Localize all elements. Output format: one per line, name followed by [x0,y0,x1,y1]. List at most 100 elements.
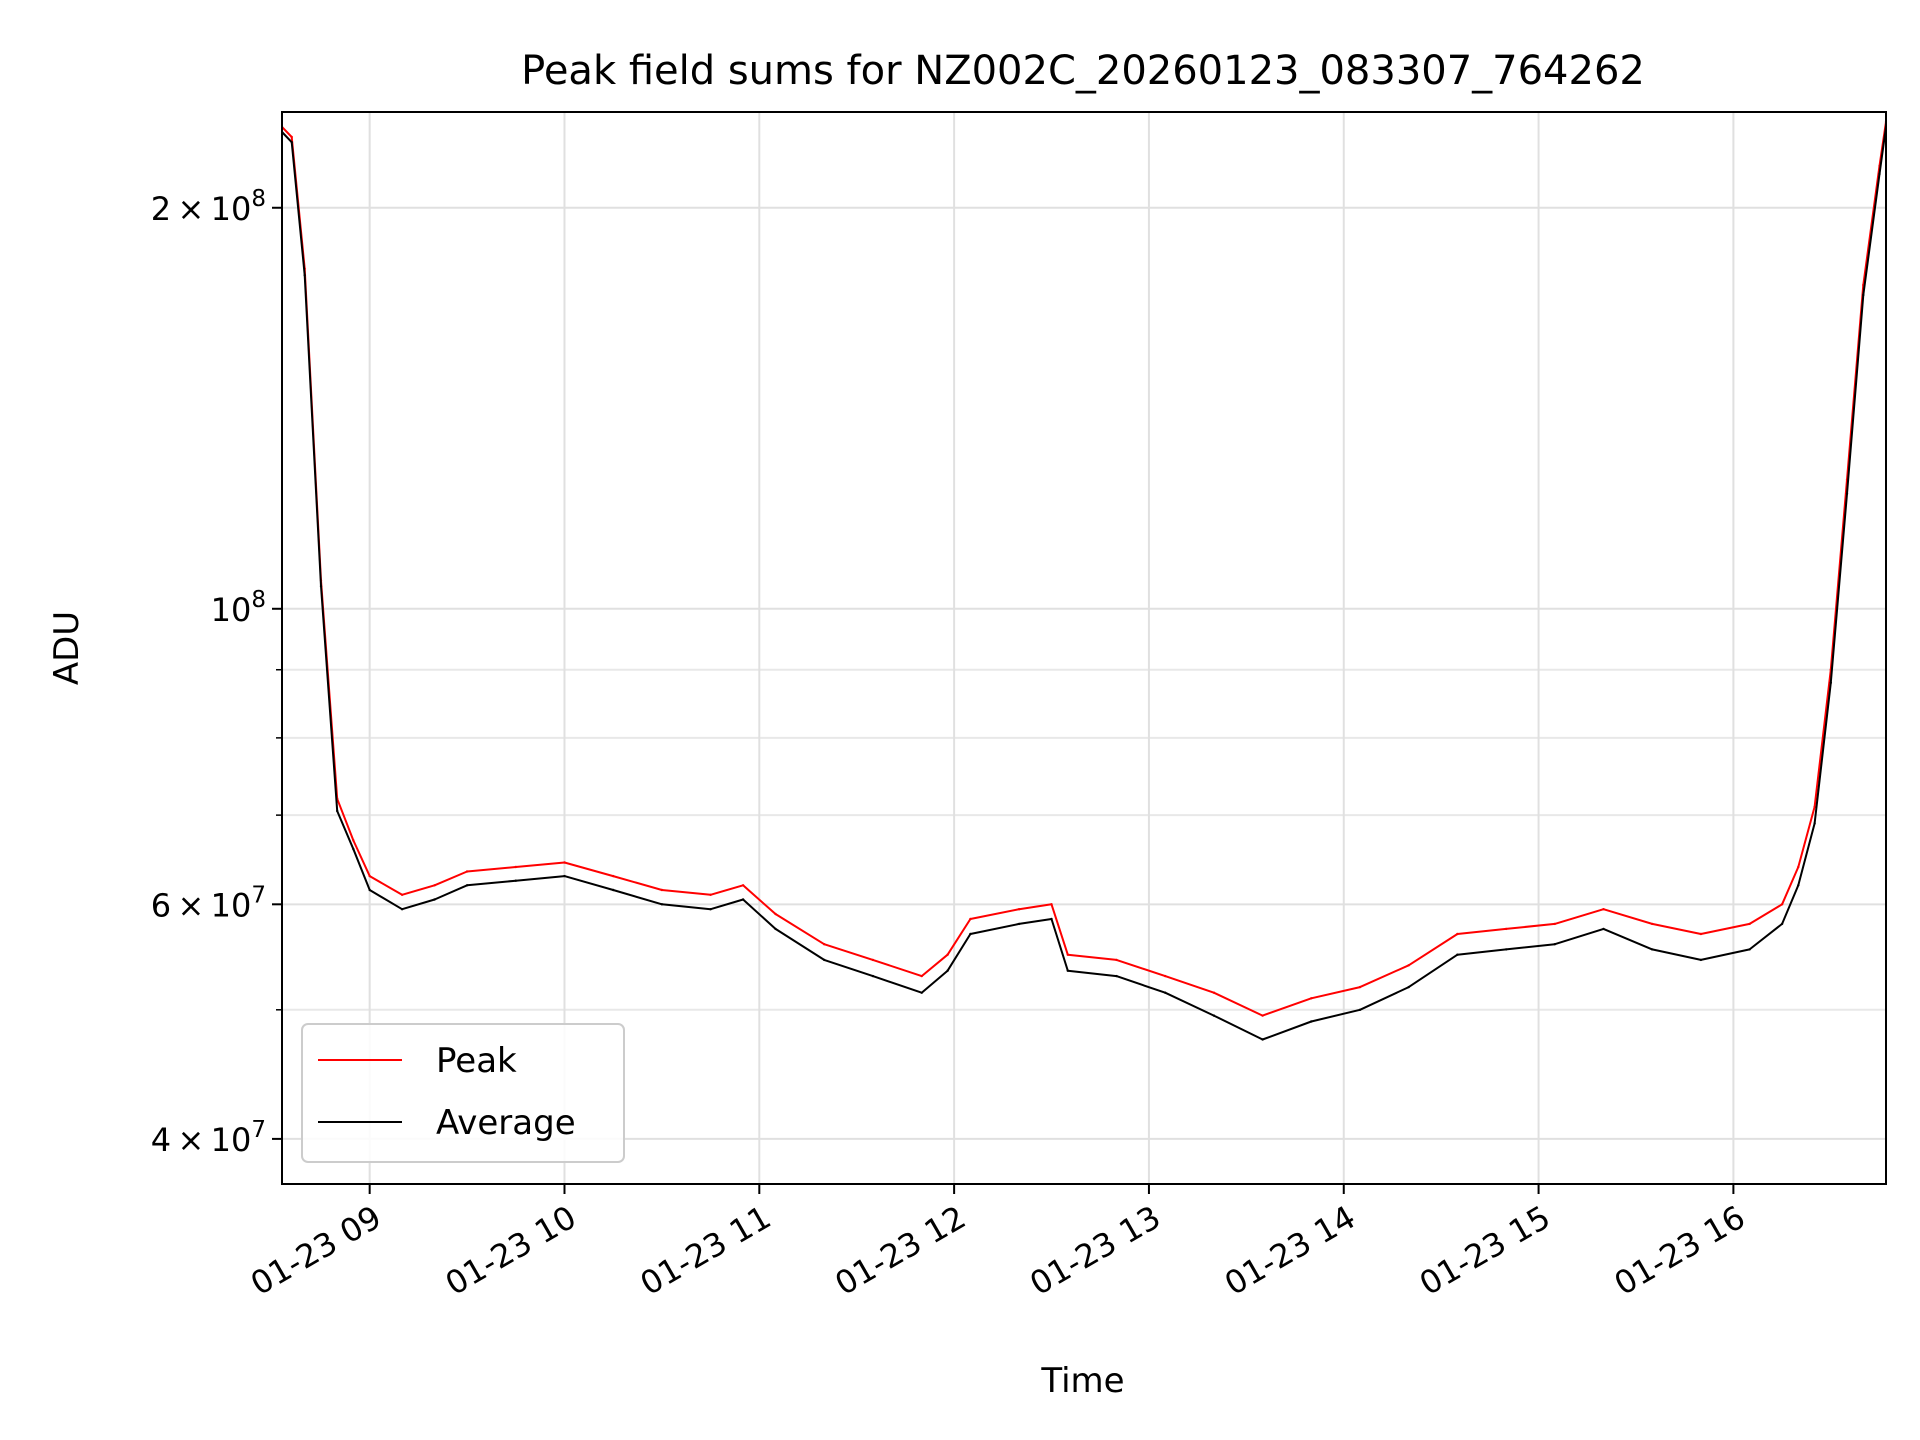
data-point-peak [823,943,826,946]
legend-label-average: Average [436,1103,576,1143]
data-point-average [1212,1014,1216,1017]
data-point-peak [1553,922,1557,926]
data-point-average [969,932,972,936]
data-point-peak [400,893,404,896]
data-point-average [1651,948,1654,951]
data-point-average [1017,922,1021,926]
data-point-average [1553,943,1557,946]
data-point-peak [612,874,615,878]
data-point-average [368,888,371,892]
data-point-average [1456,953,1459,956]
legend-box [301,1023,625,1163]
data-point-peak [1017,908,1021,911]
data-point-average [1115,974,1118,978]
data-point-peak [1212,991,1216,994]
data-point-average [1862,293,1865,297]
data-point-peak [290,135,293,139]
data-point-peak [1164,974,1167,978]
data-point-average [1699,958,1703,962]
data-point-average [1748,948,1751,951]
data-point-average [319,584,323,588]
y-axis: 4 × 107 6 × 107 108 2 × 108 [151,186,282,1159]
data-point-average [709,908,712,911]
data-point-peak [774,912,777,916]
data-point-average [514,879,517,882]
data-point-peak [514,865,517,869]
data-point-peak [1699,932,1703,936]
y-axis-label: ADU [47,611,87,685]
data-point-peak [352,839,355,842]
data-point-average [1813,822,1816,825]
data-point-peak [433,884,436,887]
data-point-average [741,898,745,901]
data-point-average [1310,1020,1313,1023]
data-point-average [823,958,826,962]
data-point-average [1829,681,1833,684]
data-point-average [1878,172,1881,176]
grid [282,112,1886,1184]
data-point-average [465,884,469,887]
data-point-peak [741,884,745,887]
data-point-peak [563,861,566,864]
data-point-average [660,903,664,906]
data-point-average [290,141,293,144]
plot-frame [281,111,1887,1185]
legend-label-peak: Peak [436,1041,517,1081]
data-point-average [1261,1038,1264,1041]
data-point-peak [1504,927,1508,931]
data-point-average [303,274,306,277]
y-tick-label: 6 × 107 [151,882,266,924]
series-layer [282,120,1886,1041]
y-tick-label: 2 × 108 [151,186,266,228]
data-point-average [433,898,436,901]
data-point-peak [871,958,875,962]
data-point-average [1504,948,1508,951]
data-point-average [1780,922,1784,926]
data-point-average [946,969,949,972]
data-point-peak [1797,865,1800,869]
data-point-peak [1115,958,1118,962]
data-point-peak [920,974,923,978]
data-point-average [352,848,355,851]
data-point-peak [1050,903,1053,906]
data-point-peak [368,874,371,878]
data-point-peak [969,917,972,921]
data-point-average [1358,1008,1362,1011]
data-point-peak [946,953,949,956]
data-point-peak [1780,903,1784,906]
chart-title: Peak field sums for NZ002C_20260123_0833… [521,48,1645,94]
x-axis-label: Time [1040,1361,1124,1401]
data-point-peak [1748,922,1751,926]
data-point-peak [1358,985,1362,989]
data-point-average [1797,884,1800,887]
data-point-peak [1310,997,1313,1000]
data-point-average [774,927,777,931]
data-point-peak [660,888,664,892]
data-point-average [1845,492,1849,495]
data-point-peak [1602,908,1605,911]
data-point-peak [709,893,712,896]
data-point-average [336,809,339,813]
data-point-average [920,991,923,994]
data-point-peak [1261,1014,1264,1017]
legend: Peak Average [301,1023,625,1163]
data-point-average [563,874,566,878]
data-point-average [1050,917,1053,921]
data-point-peak [465,870,469,873]
data-point-average [1602,927,1605,931]
data-point-peak [1651,922,1654,926]
data-point-peak [1066,953,1070,956]
y-tick-label: 108 [211,587,266,629]
data-point-average [400,908,404,911]
data-point-peak [1456,932,1459,936]
data-point-average [871,974,875,978]
data-point-peak [1407,964,1410,967]
data-point-average [612,888,615,892]
y-tick-label: 4 × 107 [151,1117,266,1159]
data-point-average [1066,969,1070,972]
data-point-average [1164,991,1167,994]
data-point-average [1407,985,1410,989]
data-point-peak [1813,805,1816,809]
